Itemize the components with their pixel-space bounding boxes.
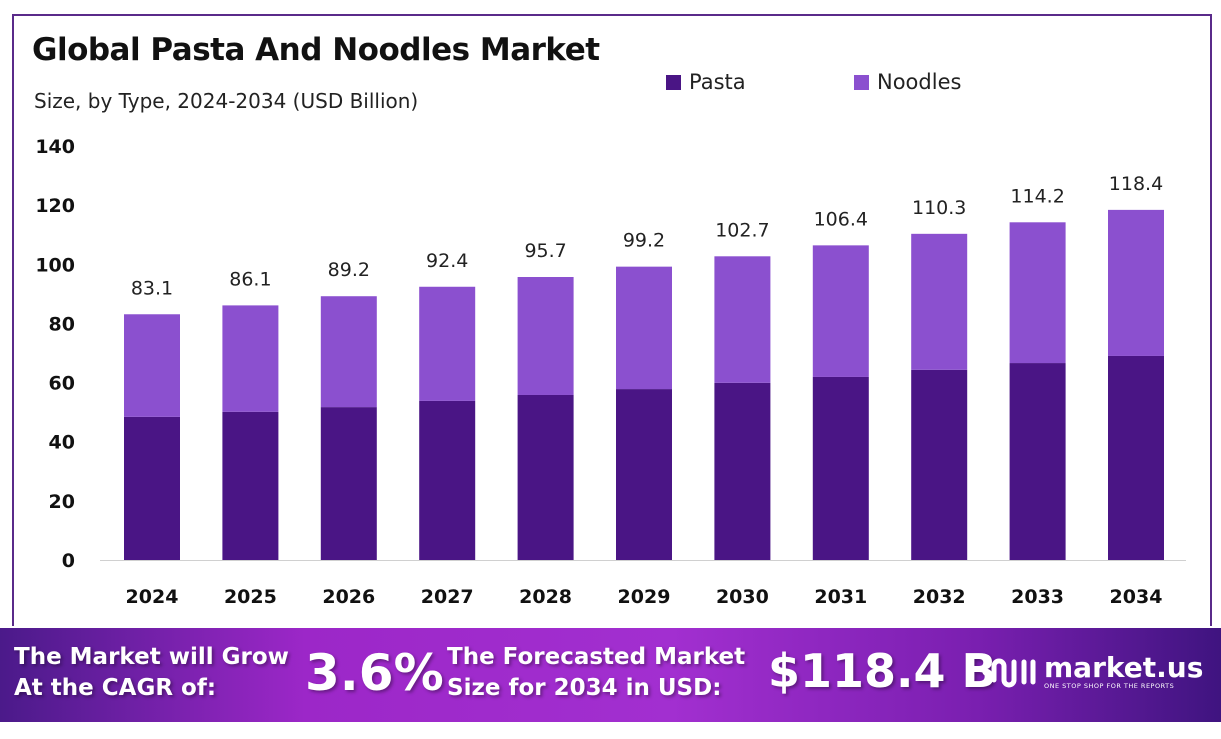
- bar-pasta-2024: [124, 416, 180, 560]
- bar-noodles-2025: [222, 305, 279, 412]
- legend-label: Noodles: [877, 70, 962, 94]
- total-label-2029: 99.2: [623, 230, 665, 252]
- bar-pasta-2025: [222, 411, 279, 560]
- total-label-2034: 118.4: [1109, 173, 1163, 195]
- chart-subtitle: Size, by Type, 2024-2034 (USD Billion): [34, 89, 419, 113]
- bar-noodles-2032: [911, 233, 968, 370]
- stacked-bar-chart: 0 20 40 60 80 100 120 140 83.1 2024 86.1 2025 89.2 20…: [35, 136, 1186, 608]
- chart-frame: [12, 14, 1212, 626]
- cagr-label: The Market will Grow At the CAGR of:: [14, 642, 289, 704]
- total-label-2033: 114.2: [1010, 185, 1064, 207]
- y-tick-label: 40: [49, 432, 75, 454]
- bar-pasta-2033: [1009, 363, 1066, 560]
- total-label-2027: 92.4: [426, 250, 468, 272]
- cagr-value: 3.6%: [305, 644, 444, 702]
- summary-banner: The Market will Grow At the CAGR of: 3.6%…: [0, 628, 1221, 722]
- bar-pasta-2028: [517, 394, 574, 560]
- bar-pasta-2027: [419, 400, 476, 560]
- bar-pasta-2034: [1108, 355, 1164, 560]
- x-tick-label: 2034: [1110, 586, 1163, 608]
- total-label-2024: 83.1: [131, 277, 173, 299]
- x-tick-label: 2030: [716, 586, 769, 608]
- bar-noodles-2030: [714, 256, 771, 383]
- forecast-value: $118.4 B: [768, 644, 997, 698]
- total-label-2028: 95.7: [524, 240, 566, 262]
- y-tick-label: 0: [62, 550, 75, 572]
- bar-noodles-2033: [1009, 222, 1066, 364]
- bar-noodles-2028: [517, 277, 574, 395]
- bar-noodles-2026: [320, 296, 377, 408]
- bar-pasta-2029: [616, 389, 672, 560]
- legend-swatch-noodles: [854, 74, 869, 90]
- legend-item-noodles: Noodles: [854, 70, 961, 94]
- y-tick-label: 100: [35, 254, 75, 276]
- total-label-2032: 110.3: [912, 197, 966, 219]
- total-label-2031: 106.4: [814, 208, 868, 230]
- legend-label: Pasta: [689, 70, 746, 94]
- x-tick-label: 2027: [421, 586, 474, 608]
- y-tick-label: 140: [35, 136, 75, 158]
- total-label-2025: 86.1: [229, 268, 271, 290]
- y-tick-label: 80: [49, 313, 75, 335]
- y-tick-label: 60: [49, 373, 75, 395]
- logo-name: market.us: [1044, 651, 1204, 684]
- x-tick-label: 2028: [519, 586, 572, 608]
- x-tick-label: 2024: [126, 586, 179, 608]
- forecast-label: The Forecasted Market Size for 2034 in US…: [447, 642, 745, 704]
- y-tick-label: 120: [35, 195, 75, 217]
- bar-noodles-2027: [419, 286, 476, 401]
- x-tick-label: 2026: [322, 586, 375, 608]
- bar-noodles-2034: [1108, 209, 1164, 356]
- bar-pasta-2026: [320, 407, 377, 560]
- forecast-label-line2: Size for 2034 in USD:: [447, 675, 722, 701]
- cagr-label-line2: At the CAGR of:: [14, 675, 217, 701]
- bar-pasta-2031: [812, 376, 869, 560]
- forecast-label-line1: The Forecasted Market: [447, 644, 746, 670]
- x-tick-label: 2031: [814, 586, 867, 608]
- legend-item-pasta: Pasta: [666, 70, 746, 94]
- bar-noodles-2031: [812, 245, 869, 377]
- logo-icon: [982, 658, 1036, 688]
- bar-pasta-2032: [911, 369, 968, 560]
- cagr-label-line1: The Market will Grow: [14, 644, 289, 670]
- logo-tagline: ONE STOP SHOP FOR THE REPORTS: [1044, 682, 1175, 690]
- x-tick-label: 2032: [913, 586, 966, 608]
- x-tick-label: 2029: [618, 586, 671, 608]
- total-label-2030: 102.7: [715, 219, 769, 241]
- bar-noodles-2024: [124, 314, 180, 417]
- bar-pasta-2030: [714, 382, 771, 560]
- x-tick-label: 2033: [1011, 586, 1064, 608]
- bar-noodles-2029: [616, 266, 672, 390]
- total-label-2026: 89.2: [328, 259, 370, 281]
- market-us-logo: market.us ONE STOP SHOP FOR THE REPORTS: [980, 652, 1203, 692]
- chart-title: Global Pasta And Noodles Market: [32, 32, 600, 68]
- legend-swatch-pasta: [666, 74, 681, 90]
- y-tick-label: 20: [49, 491, 75, 513]
- x-tick-label: 2025: [224, 586, 277, 608]
